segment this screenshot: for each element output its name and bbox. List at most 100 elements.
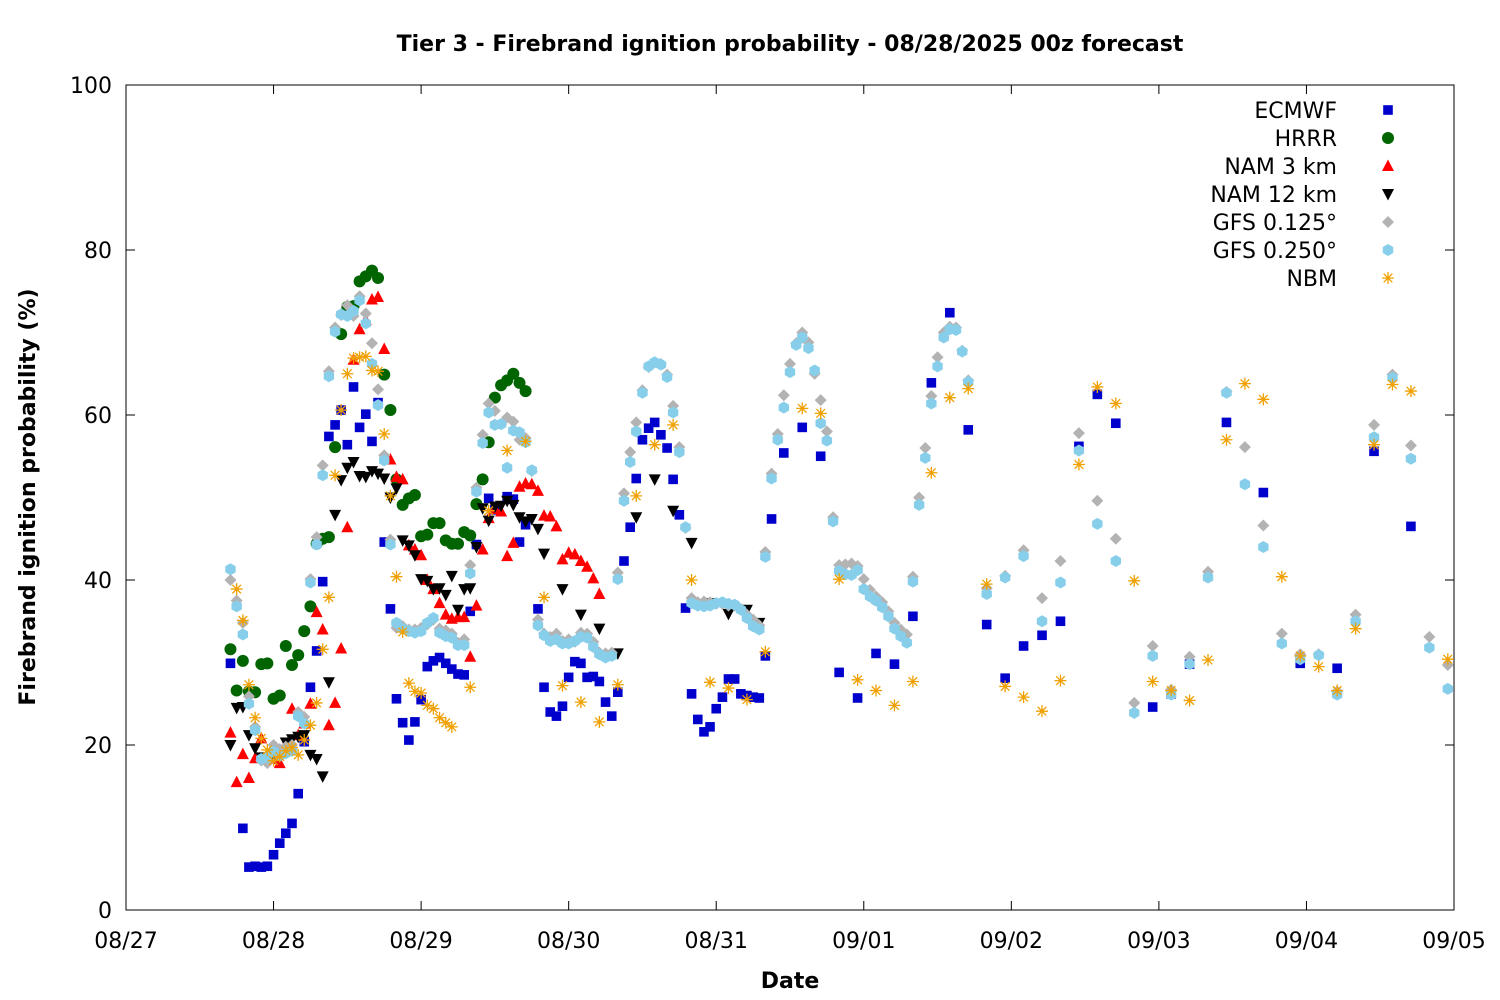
data-point bbox=[1368, 418, 1381, 431]
data-point bbox=[655, 358, 667, 371]
data-point bbox=[544, 509, 557, 522]
data-point bbox=[772, 433, 783, 446]
data-point bbox=[273, 689, 286, 702]
data-point bbox=[1129, 706, 1140, 719]
data-point bbox=[1220, 433, 1233, 446]
data-point bbox=[766, 514, 777, 524]
data-point bbox=[581, 631, 593, 644]
data-point bbox=[820, 425, 833, 438]
data-point bbox=[379, 537, 390, 547]
data-point bbox=[593, 623, 606, 636]
data-point bbox=[286, 658, 298, 671]
data-point bbox=[360, 317, 371, 330]
data-point bbox=[1091, 494, 1104, 507]
y-axis-label: Firebrand ignition probability (%) bbox=[16, 288, 41, 705]
data-point bbox=[531, 484, 544, 496]
data-point bbox=[748, 692, 758, 702]
data-point bbox=[341, 367, 354, 380]
data-point bbox=[1146, 675, 1159, 688]
data-point bbox=[883, 610, 894, 623]
data-point bbox=[439, 608, 452, 620]
data-point bbox=[396, 625, 409, 638]
data-point bbox=[298, 734, 311, 747]
data-point bbox=[408, 550, 421, 562]
data-point bbox=[372, 399, 384, 412]
data-point bbox=[1442, 682, 1453, 695]
data-point bbox=[293, 710, 304, 723]
data-point bbox=[1183, 694, 1196, 707]
data-point bbox=[662, 443, 672, 453]
data-point bbox=[330, 420, 340, 430]
data-point bbox=[471, 485, 482, 498]
data-point bbox=[249, 743, 262, 755]
y-tick-label: 20 bbox=[84, 734, 112, 759]
data-point bbox=[274, 838, 285, 848]
data-point bbox=[1092, 517, 1103, 530]
data-point bbox=[692, 714, 703, 725]
data-point bbox=[925, 466, 938, 479]
data-point bbox=[1202, 654, 1215, 667]
data-point bbox=[447, 664, 457, 674]
data-point bbox=[1386, 378, 1399, 391]
x-axis-label: Date bbox=[761, 969, 820, 994]
data-point bbox=[1368, 431, 1380, 444]
data-point bbox=[667, 418, 680, 431]
data-point bbox=[1037, 630, 1047, 641]
data-point bbox=[347, 352, 360, 365]
data-point bbox=[236, 654, 249, 667]
data-point bbox=[347, 457, 360, 469]
data-point bbox=[680, 521, 691, 534]
data-point bbox=[1221, 386, 1232, 399]
data-point bbox=[408, 685, 421, 698]
data-point bbox=[741, 611, 753, 624]
data-point bbox=[809, 364, 820, 377]
legend-marker-gfs-0-125 bbox=[1382, 216, 1394, 228]
data-point bbox=[1294, 649, 1307, 662]
data-point bbox=[926, 378, 937, 388]
data-point bbox=[304, 749, 317, 762]
data-point bbox=[292, 649, 305, 662]
legend-label-gfs-0-250: GFS 0.250° bbox=[1213, 239, 1337, 264]
data-point bbox=[359, 471, 372, 484]
data-point bbox=[1349, 622, 1362, 635]
legend-label-ecmwf: ECMWF bbox=[1254, 99, 1337, 124]
data-point bbox=[329, 509, 342, 522]
data-point bbox=[674, 446, 685, 459]
data-point bbox=[649, 417, 660, 428]
data-point bbox=[310, 531, 323, 544]
data-point bbox=[606, 649, 617, 662]
data-point bbox=[452, 537, 464, 550]
series-nbm bbox=[230, 350, 1454, 767]
data-point bbox=[852, 693, 863, 703]
data-point bbox=[625, 456, 636, 469]
data-point bbox=[390, 483, 403, 495]
data-point bbox=[316, 643, 329, 656]
data-point bbox=[439, 716, 452, 729]
data-point bbox=[870, 684, 883, 697]
data-point bbox=[699, 727, 709, 737]
data-point bbox=[298, 625, 311, 638]
data-point bbox=[433, 583, 446, 595]
data-point bbox=[250, 861, 260, 872]
data-point bbox=[421, 699, 434, 712]
data-point bbox=[1424, 641, 1435, 654]
data-point bbox=[656, 430, 666, 440]
data-point bbox=[433, 517, 446, 530]
data-point bbox=[465, 567, 476, 580]
data-point bbox=[470, 542, 483, 554]
data-point bbox=[483, 406, 494, 419]
data-point bbox=[1221, 417, 1232, 428]
data-point bbox=[827, 515, 839, 528]
data-point bbox=[1147, 702, 1158, 712]
data-point bbox=[1238, 377, 1251, 390]
data-point bbox=[421, 528, 434, 541]
data-point bbox=[299, 717, 310, 730]
data-point bbox=[225, 658, 236, 669]
data-point bbox=[619, 556, 629, 566]
data-point bbox=[231, 600, 242, 613]
data-point bbox=[950, 324, 962, 337]
data-point bbox=[508, 494, 519, 504]
data-point bbox=[814, 394, 827, 407]
data-point bbox=[1202, 571, 1214, 584]
